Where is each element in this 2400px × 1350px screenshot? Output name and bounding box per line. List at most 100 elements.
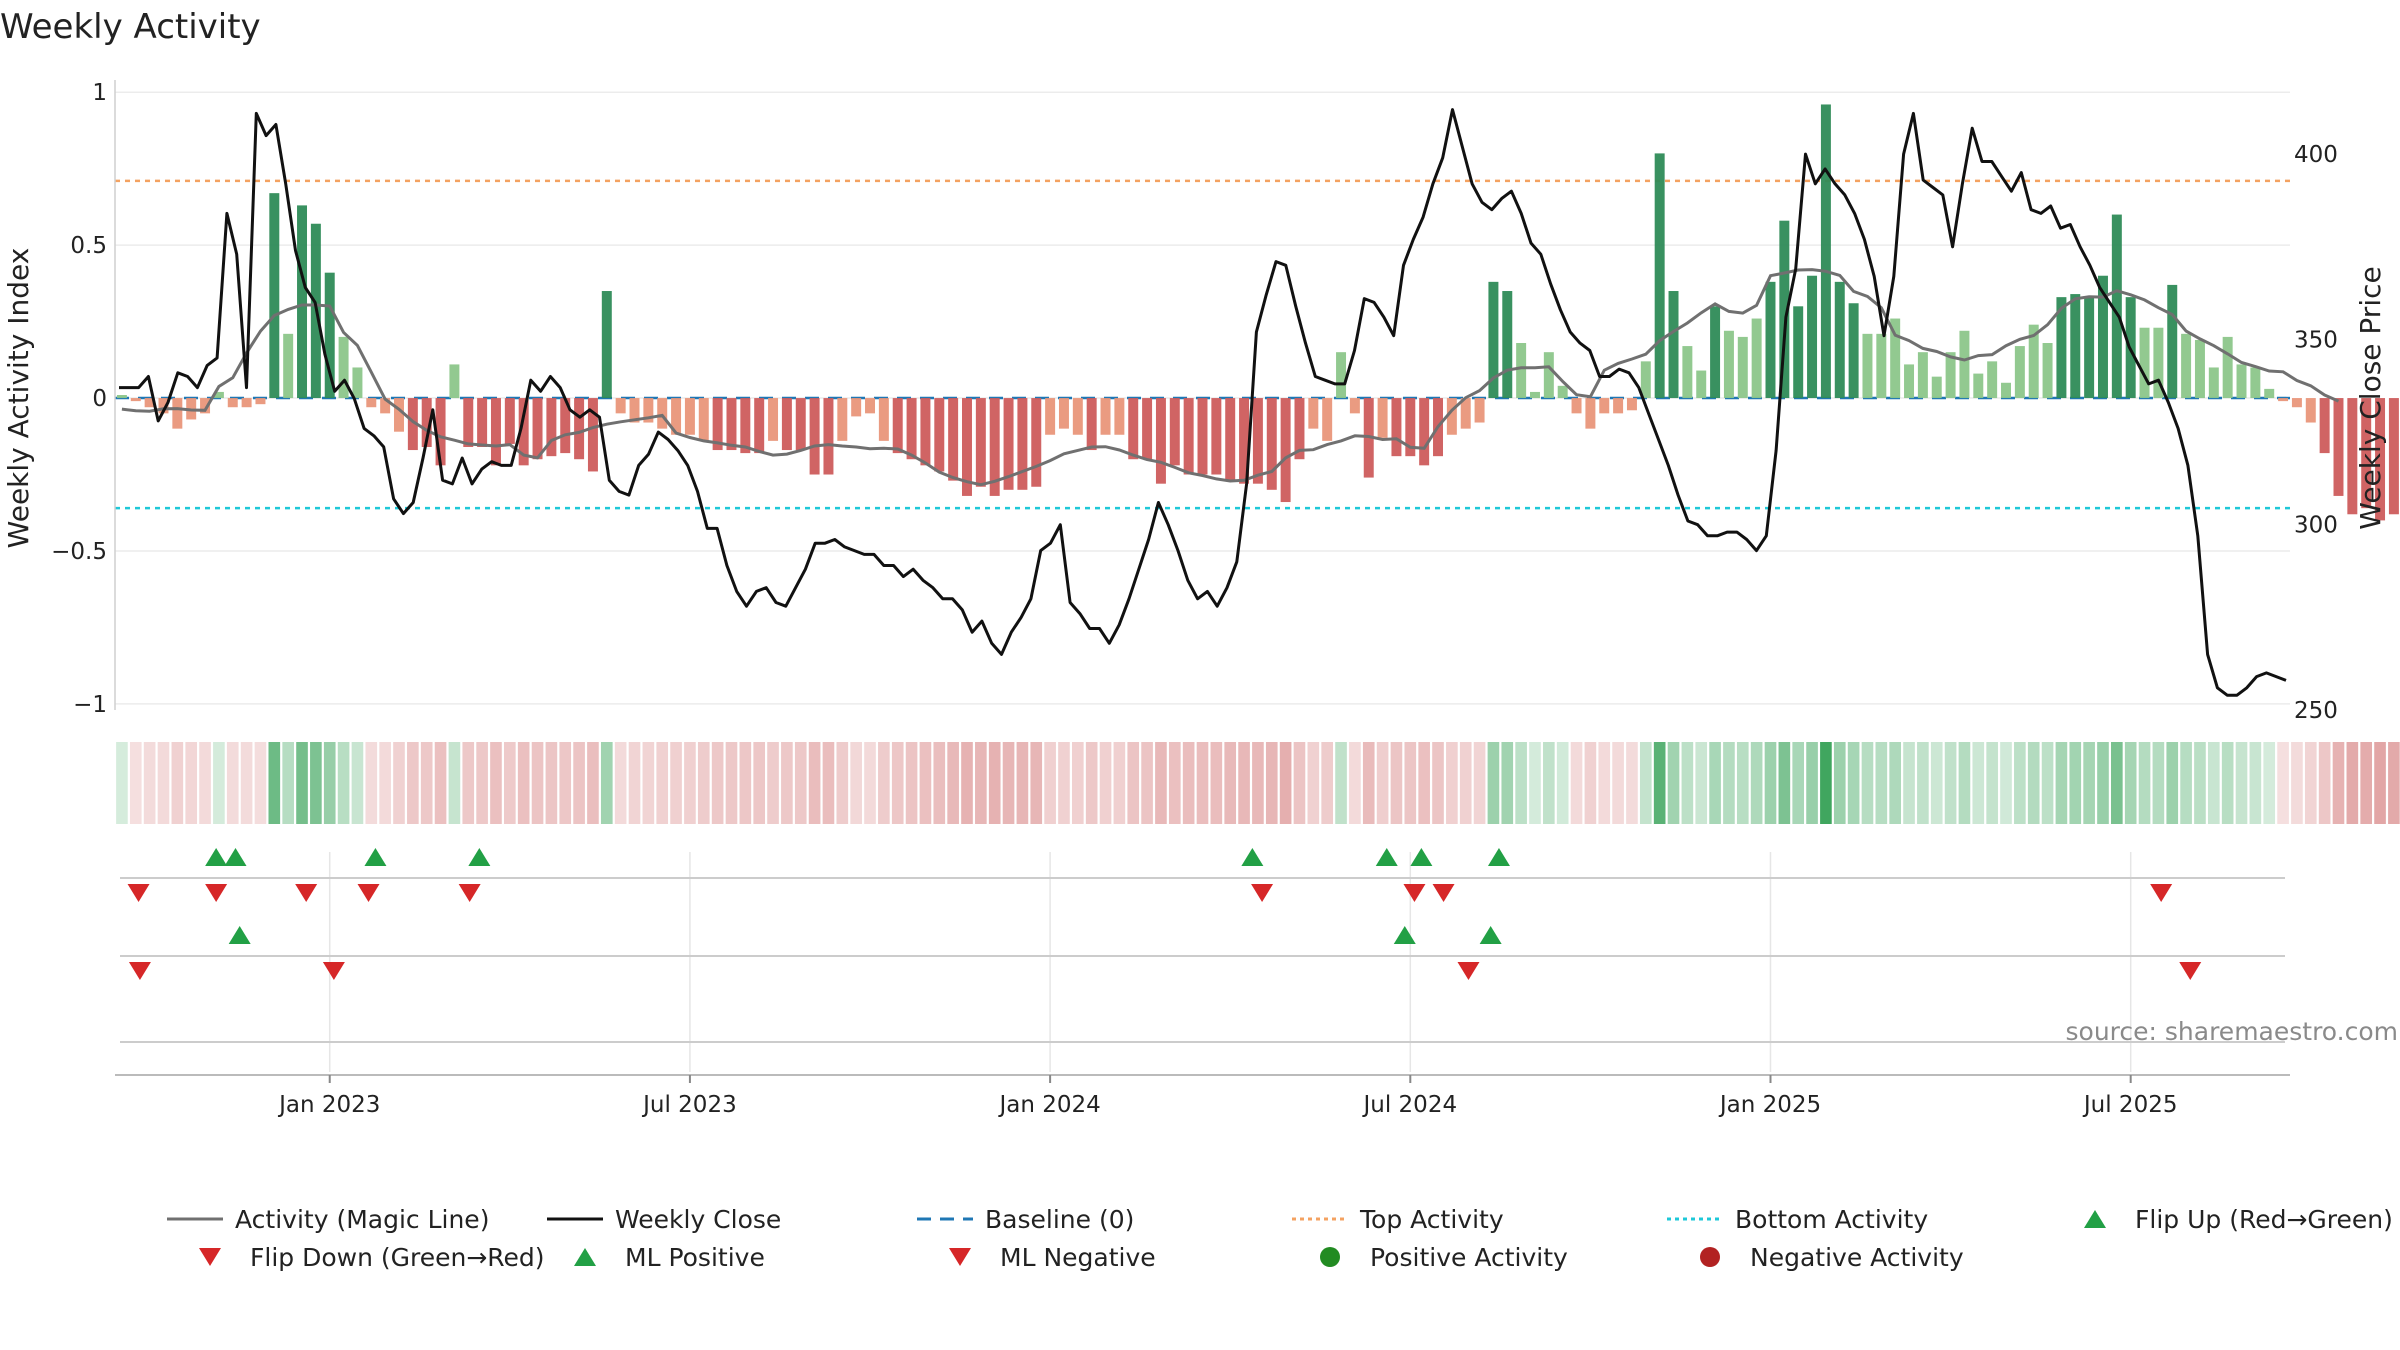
heat-strip-cell xyxy=(476,742,488,824)
activity-bar xyxy=(1987,361,1998,399)
activity-bar xyxy=(449,364,460,399)
activity-bar xyxy=(1419,398,1430,466)
heat-strip-cell xyxy=(1293,742,1306,824)
legend-symbol-icon xyxy=(1667,1217,1723,1221)
heat-strip-cell xyxy=(642,742,655,824)
heat-strip-cell xyxy=(1099,742,1112,824)
heat-strip-cell xyxy=(1349,742,1361,824)
activity-bar xyxy=(1904,364,1915,399)
heat-strip-cell xyxy=(462,742,475,824)
activity-bar xyxy=(906,398,917,460)
activity-bar xyxy=(2305,398,2316,423)
activity-bar xyxy=(158,398,169,414)
heat-strip-cell xyxy=(2277,742,2289,824)
y-tick-left: −0.5 xyxy=(51,539,107,565)
activity-bar xyxy=(1308,398,1319,429)
flip-down-marker xyxy=(1457,962,1480,980)
activity-bar xyxy=(1114,398,1125,435)
heat-strip-cell xyxy=(143,742,156,824)
heat-strip-cell xyxy=(725,742,738,824)
heat-strip-cell xyxy=(1695,742,1708,824)
activity-bar xyxy=(1820,104,1831,399)
heat-strip-cell xyxy=(1016,742,1029,824)
activity-bar xyxy=(809,398,820,475)
activity-bar xyxy=(1543,352,1554,399)
heat-strip-cell xyxy=(1653,742,1666,824)
activity-bar xyxy=(1142,398,1153,460)
heat-strip-cell xyxy=(1446,742,1458,824)
heat-strip-cell xyxy=(684,742,696,824)
legend-item: Baseline (0) xyxy=(915,1200,1134,1238)
flip-down-marker xyxy=(205,884,228,902)
flip-down-marker xyxy=(295,884,318,902)
activity-bar xyxy=(698,398,709,441)
heat-strip-cell xyxy=(116,742,128,824)
y-axis-label-left: Weekly Activity Index xyxy=(2,248,35,549)
legend-item-label: Weekly Close xyxy=(615,1204,782,1234)
y-tick-left: 0 xyxy=(92,386,107,412)
activity-bar xyxy=(1723,330,1734,399)
heat-strip-cell xyxy=(808,742,821,824)
heat-strip-cell xyxy=(448,742,461,824)
heat-strip-cell xyxy=(2027,742,2040,824)
activity-bar xyxy=(2042,343,2053,399)
activity-bar xyxy=(352,367,363,399)
flip-up-marker xyxy=(1487,848,1510,866)
heat-strip-cell xyxy=(905,742,918,824)
activity-bar xyxy=(975,398,986,487)
activity-bar xyxy=(1931,376,1942,399)
y-tick-left: 1 xyxy=(92,80,107,106)
heat-strip-cell xyxy=(781,742,793,824)
flip-up-marker xyxy=(1241,848,1264,866)
heat-strip-cell xyxy=(490,742,502,824)
activity-bar xyxy=(1391,398,1402,457)
heat-strip-cell xyxy=(1432,742,1444,824)
flip-up-marker xyxy=(468,848,491,866)
flip-down-marker xyxy=(357,884,380,902)
heat-strip-cell xyxy=(1626,742,1638,824)
heat-strip-cell xyxy=(1321,742,1333,824)
legend-item-label: Flip Up (Red→Green) xyxy=(2135,1204,2393,1234)
heat-strip-cell xyxy=(1598,742,1611,824)
heat-strip-cell xyxy=(1418,742,1430,824)
heat-strip-cell xyxy=(157,742,170,824)
activity-bar xyxy=(865,398,876,414)
heat-strip-cell xyxy=(1556,742,1569,824)
heat-strip-cell xyxy=(1376,742,1389,824)
heat-strip-cell xyxy=(573,742,585,824)
activity-bar xyxy=(1571,398,1582,414)
heat-strip-cell xyxy=(1030,742,1043,824)
activity-bar xyxy=(1211,398,1222,475)
heat-strip-cell xyxy=(531,742,544,824)
legend-symbol-icon xyxy=(949,1248,971,1266)
legend-symbol-icon xyxy=(2084,1210,2106,1228)
heat-strip-cell xyxy=(268,742,281,824)
activity-bar xyxy=(1668,291,1679,399)
heat-strip-cell xyxy=(2152,742,2165,824)
activity-bar xyxy=(1446,398,1457,435)
heat-strip-cell xyxy=(1944,742,1957,824)
activity-bar xyxy=(1252,398,1263,484)
heat-strip-cell xyxy=(282,742,294,824)
heat-strip-cell xyxy=(1501,742,1514,824)
heat-strip-cell xyxy=(2166,742,2179,824)
date-axis: Jan 2023 Jul 2023 Jan 2024 Jul 2024 Jan 2025… xyxy=(115,1074,2290,1118)
source-credit: source: sharemaestro.com xyxy=(2066,1017,2399,1046)
activity-bar xyxy=(1377,398,1388,438)
heat-strip-cell xyxy=(753,742,766,824)
flip-down-marker xyxy=(2179,962,2202,980)
activity-bar xyxy=(324,272,335,399)
heat-strip-cell xyxy=(2083,742,2095,824)
flip-down-marker xyxy=(127,884,150,902)
activity-bar xyxy=(1239,398,1250,484)
activity-bar xyxy=(241,398,252,408)
activity-bar xyxy=(1848,303,1859,399)
heat-strip-cell xyxy=(1265,742,1278,824)
heat-strip-cell xyxy=(933,742,946,824)
activity-bar xyxy=(2222,336,2233,399)
heat-strip-cell xyxy=(1515,742,1527,824)
activity-bar xyxy=(1349,398,1360,414)
flip-down-marker xyxy=(1403,884,1426,902)
heat-strip-cell xyxy=(1709,742,1721,824)
